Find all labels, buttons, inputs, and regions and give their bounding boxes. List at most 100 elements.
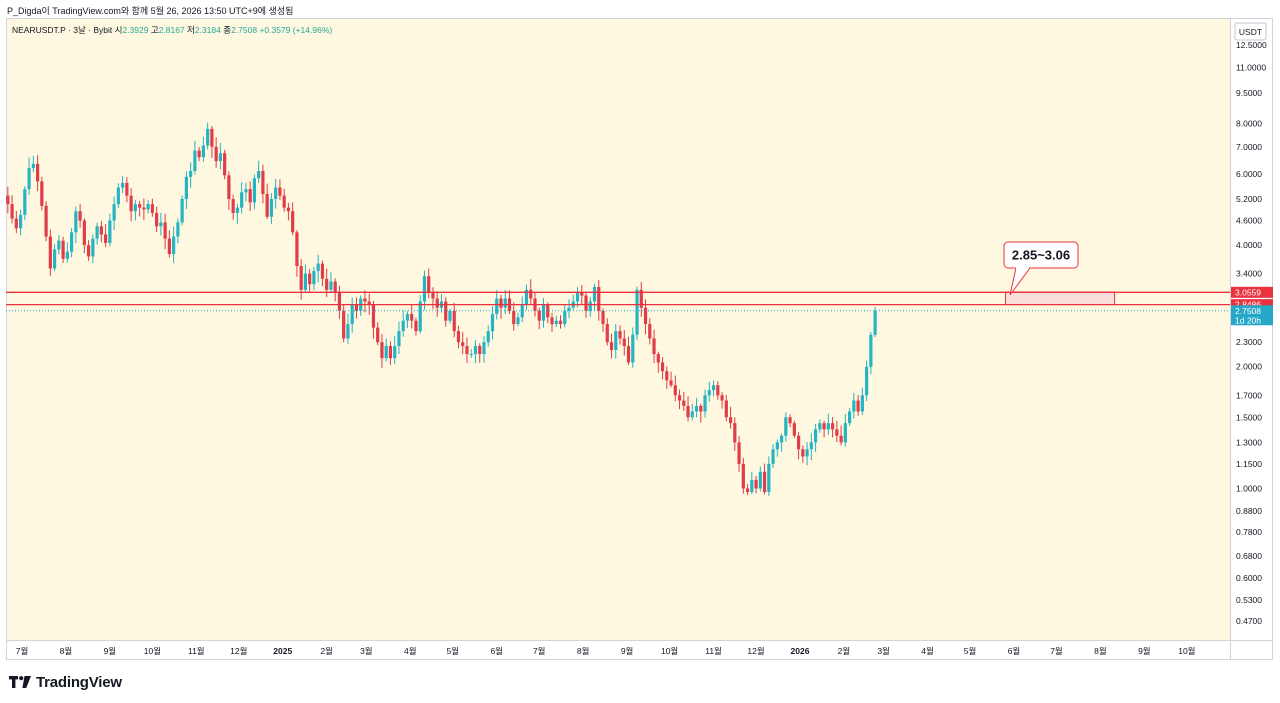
candle-body <box>282 195 286 208</box>
candle <box>31 155 35 173</box>
candle <box>720 392 724 409</box>
candle <box>563 305 567 328</box>
chart-pane[interactable]: 2.85~3.06 USDT 12.5000 11.0000 9.5000 8.0000 7… <box>6 18 1273 660</box>
candle-body <box>380 342 384 359</box>
candle <box>482 336 486 363</box>
candle <box>278 179 282 201</box>
price-chart[interactable]: 2.85~3.06 USDT 12.5000 11.0000 9.5000 8.0000 7… <box>6 18 1273 660</box>
time-tick-label: 3월 <box>360 646 373 656</box>
legend-low-label: 저 <box>187 25 195 35</box>
tradingview-logo[interactable]: TradingView <box>9 673 122 691</box>
price-unit-box[interactable] <box>1234 22 1267 41</box>
candle-body <box>677 395 682 401</box>
candle-body <box>346 324 350 339</box>
candle <box>116 183 120 209</box>
candle <box>6 186 10 214</box>
legend-high-label: 고 <box>150 25 159 35</box>
candle-body <box>235 207 240 214</box>
candle-body <box>435 298 439 308</box>
candle-body <box>639 289 643 308</box>
candle-body <box>278 187 282 196</box>
candle-body <box>261 170 265 194</box>
candle <box>354 297 359 319</box>
candle-body <box>422 276 427 302</box>
candle-body <box>865 366 869 396</box>
candle <box>193 140 197 175</box>
time-tick-label: 7월 <box>1050 646 1063 656</box>
legend-high-value: 2.8167 <box>158 25 185 35</box>
time-tick-label: 12월 <box>230 646 247 656</box>
candle <box>856 395 860 416</box>
candle <box>35 155 40 192</box>
candle <box>167 230 171 258</box>
candle <box>320 260 325 287</box>
legend-symbol[interactable]: NEARUSDT.P · 3날 · Bybit <box>12 25 113 35</box>
candle <box>537 307 541 330</box>
candle <box>592 283 597 311</box>
candle-body <box>401 320 405 332</box>
last-price-label: 2.7508 <box>1235 306 1261 316</box>
price-zone-box[interactable] <box>1004 291 1116 306</box>
candle-body <box>427 276 431 293</box>
candle-body <box>87 245 91 257</box>
line-price-label-1-box <box>1231 286 1273 298</box>
candle <box>558 315 563 329</box>
time-tick-label: 7월 <box>533 646 546 656</box>
candle <box>197 147 201 162</box>
candle <box>499 294 503 319</box>
candle <box>393 335 397 365</box>
candle-body <box>121 182 125 188</box>
price-tick-label: 1.0000 <box>1236 483 1262 493</box>
candle-body <box>155 213 159 227</box>
candle-body <box>669 380 673 386</box>
candle <box>40 176 44 211</box>
candle <box>210 126 214 158</box>
time-tick-label: 9월 <box>621 646 634 656</box>
candle-body <box>193 150 197 171</box>
candle-body <box>575 292 580 302</box>
candle-body <box>44 205 48 237</box>
candle-body <box>308 273 312 285</box>
candle <box>584 292 588 318</box>
candle-body <box>852 400 856 412</box>
candle <box>410 305 414 329</box>
candle-body <box>35 163 40 182</box>
candle-body <box>733 423 737 443</box>
candle-body <box>537 310 541 321</box>
candle <box>65 242 69 263</box>
candle <box>261 164 265 204</box>
publish-info: P_Digda이 TradingView.com와 함께 5월 26, 2026… <box>7 6 294 16</box>
annotation-callout[interactable]: 2.85~3.06 <box>1003 241 1079 296</box>
candle-body <box>643 307 648 325</box>
candle <box>129 188 133 222</box>
candle <box>486 325 490 347</box>
candle <box>512 302 516 331</box>
price-tick-label: 0.6000 <box>1236 573 1262 583</box>
candle-body <box>826 423 830 430</box>
plot-area[interactable] <box>6 18 1230 640</box>
candle-body <box>405 314 410 321</box>
candle-body <box>95 226 99 239</box>
candle <box>133 199 137 221</box>
time-tick-label: 12월 <box>747 646 764 656</box>
candle <box>716 381 720 400</box>
price-axis[interactable]: USDT 12.5000 11.0000 9.5000 8.0000 7.0000 6.00… <box>1231 22 1273 626</box>
candle-body <box>452 310 456 332</box>
candle-body <box>707 390 711 396</box>
candle-body <box>796 435 801 450</box>
candle <box>784 412 788 442</box>
candle <box>405 311 410 328</box>
candle <box>656 351 660 373</box>
symbol-legend: NEARUSDT.P · 3날 · Bybit 시2.3929 고2.8167 … <box>12 24 332 36</box>
candle-body <box>665 371 669 381</box>
time-tick-label: 7월 <box>16 646 29 656</box>
candle-body <box>512 310 516 325</box>
candle <box>121 176 125 194</box>
candle-body <box>227 175 231 199</box>
candle <box>78 204 82 228</box>
candle-body <box>724 400 728 418</box>
candle <box>14 210 18 234</box>
candle <box>303 264 308 293</box>
time-axis[interactable]: 7월 8월 9월 10월 11월 12월 2025 2월 3월 4월 5월 6월 7월 8월 9월 10월 11… <box>16 646 1196 656</box>
candle-body <box>771 449 775 464</box>
